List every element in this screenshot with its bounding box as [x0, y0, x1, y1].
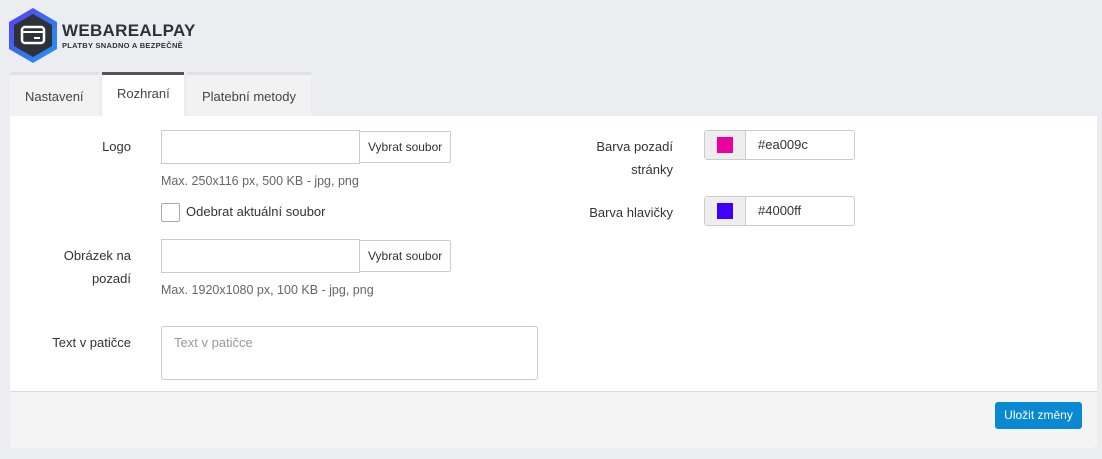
logo-label: Logo: [102, 139, 131, 154]
page-bg-color-value[interactable]: #ea009c: [758, 137, 808, 152]
background-choose-file-button[interactable]: Vybrat soubor: [359, 240, 452, 272]
background-label-1: Obrázek na: [63, 248, 131, 263]
background-label-2: pozadí: [91, 271, 131, 286]
tab-nastaveni[interactable]: Nastavení: [10, 72, 99, 116]
panel-footer: [10, 391, 1097, 448]
page-bg-color-label-2: stránky: [631, 162, 673, 177]
remove-logo-label: Odebrat aktuální soubor: [186, 204, 326, 219]
header-color-value[interactable]: #4000ff: [758, 203, 802, 218]
brand-tagline: PLATBY SNADNO A BEZPEČNĚ: [62, 41, 183, 50]
footer-text-label: Text v patičce: [52, 335, 131, 350]
tab-rozhrani[interactable]: Rozhraní: [102, 72, 184, 116]
page-bg-color-label-1: Barva pozadí: [596, 139, 673, 154]
save-button[interactable]: Uložit změny: [995, 402, 1082, 429]
header-color-label: Barva hlavičky: [589, 205, 673, 220]
logo-help: Max. 250x116 px, 500 KB - jpg, png: [161, 174, 359, 188]
footer-text-input[interactable]: Text v patičce: [161, 326, 538, 380]
background-help: Max. 1920x1080 px, 100 KB - jpg, png: [161, 283, 374, 297]
logo: WEBAREALPAY PLATBY SNADNO A BEZPEČNĚ: [8, 7, 196, 64]
background-file-input[interactable]: [161, 239, 360, 273]
tab-platebni-metody[interactable]: Platební metody: [187, 72, 311, 116]
tab-bar: Nastavení Rozhraní Platební metody: [10, 72, 314, 116]
logo-file-input[interactable]: [161, 130, 360, 164]
color-swatch[interactable]: [717, 203, 733, 219]
color-swatch[interactable]: [717, 137, 733, 153]
card-logo-icon: [9, 8, 57, 63]
brand-name: WEBAREALPAY: [62, 21, 196, 40]
logo-choose-file-button[interactable]: Vybrat soubor: [359, 131, 452, 163]
remove-logo-checkbox[interactable]: [161, 203, 180, 222]
header-color-picker[interactable]: #4000ff: [704, 196, 855, 226]
page-bg-color-picker[interactable]: #ea009c: [704, 130, 855, 160]
